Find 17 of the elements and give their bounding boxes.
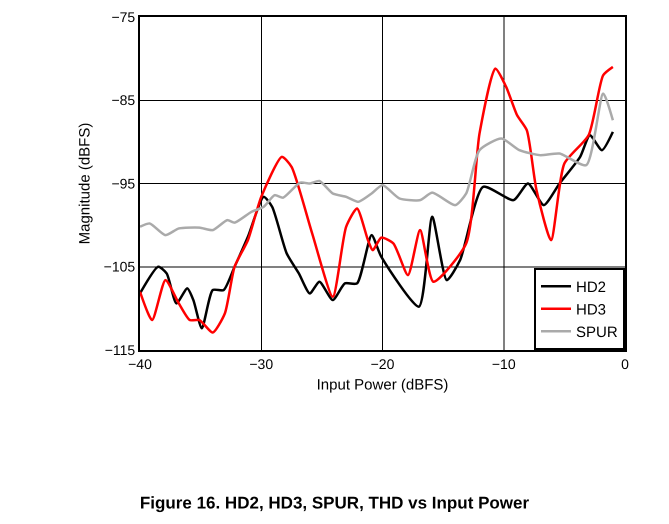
- y-tick-label: −105: [104, 258, 136, 275]
- y-tick-label: −75: [111, 8, 136, 25]
- y-tick-label: −115: [104, 342, 136, 358]
- text: Figure 16. HD2, HD3, SPUR, THD vs Input Power: [140, 493, 530, 512]
- line-series: [140, 92, 614, 236]
- legend-label: HD2: [576, 279, 606, 296]
- x-axis-title: Input Power (dBFS): [316, 376, 448, 394]
- x-tick-label: −20: [370, 356, 395, 372]
- x-tick-label: −30: [249, 356, 274, 372]
- y-axis-title: Magnitude (dBFS): [76, 122, 94, 244]
- legend-label: SPUR: [576, 324, 618, 342]
- x-tick-label: −10: [492, 356, 516, 372]
- x-tick-label: 0: [621, 356, 630, 372]
- y-tick-label: −95: [111, 175, 136, 192]
- x-tick-label: −40: [128, 356, 152, 372]
- y-tick-label: −85: [111, 92, 136, 108]
- legend-label: HD3: [576, 302, 606, 319]
